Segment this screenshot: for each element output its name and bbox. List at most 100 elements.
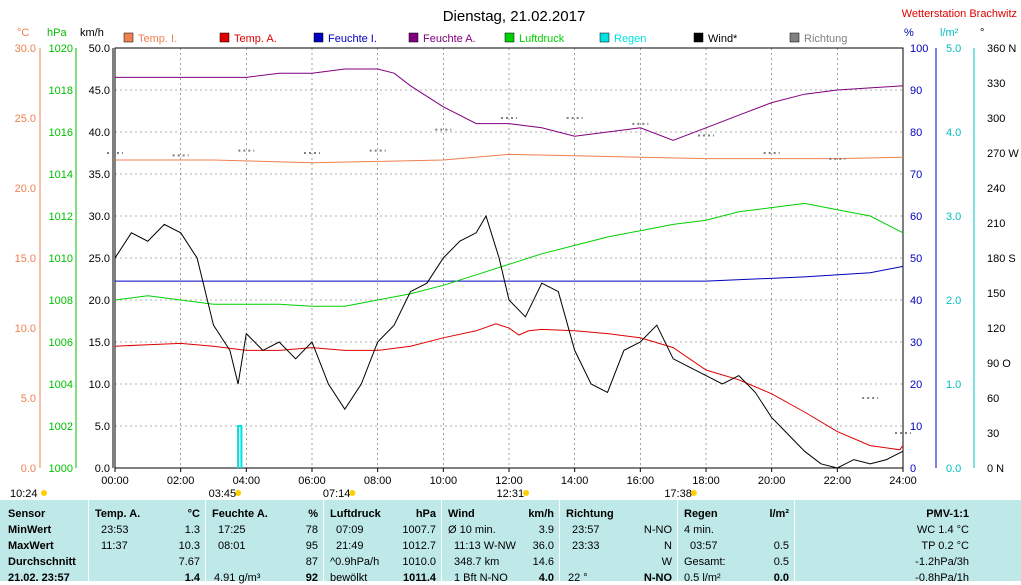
legend-swatch-6 [693,32,704,43]
row-label-avg: Durchschnitt [8,556,76,568]
humidity-tick-label: 0 [910,463,916,475]
temp-max-value: 10.3 [178,540,200,552]
humidity-axis-unit: % [904,27,914,39]
pressure-avg-value: 1010.0 [402,556,436,568]
x-tick-label: 12:00 [495,475,523,487]
wind-tick-label: 5.0 [95,421,110,433]
wind-mean-value: 14.6 [532,556,554,568]
rain-tick-label: 5.0 [946,43,961,55]
direction-tick-label: 60 [987,393,999,405]
direction-avg-value: W [661,556,672,568]
pressure-tick-label: 1012 [49,211,73,223]
humidity-tick-label: 80 [910,127,922,139]
series-line-4 [114,202,904,307]
table-separator [794,500,795,581]
series-line-5 [237,425,243,468]
pmv-column: PMV-1:1 WC 1.4 °C TP 0.2 °C -1.2hPa/3h -… [804,500,969,584]
wind-avg-label: Ø 10 min. [448,524,496,536]
humidity-tick-label: 50 [910,253,922,265]
legend-label-6: Wind* [708,33,738,45]
direction-tick-label: 360 N [987,43,1016,55]
direction-tick-label: 150 [987,288,1005,300]
x-tick-label: 10:00 [430,475,458,487]
series-line-0 [115,153,904,164]
pressure-axis-unit: hPa [47,27,67,39]
x-tick-label: 08:00 [364,475,392,487]
x-tick-label: 18:00 [692,475,720,487]
rain-tick-label: 3.0 [946,211,961,223]
pressure-tick-label: 1002 [49,421,73,433]
humidity-tick-label: 90 [910,85,922,97]
pressure-tick-label: 1010 [49,253,73,265]
rain-axis-unit: l/m² [940,27,959,39]
pressure-header: Luftdruck [330,508,381,520]
wind-max-value: 36.0 [532,540,554,552]
table-separator [677,500,678,581]
legend-label-5: Regen [614,33,646,45]
wind-max-time: 11:13 W-NW [454,540,516,552]
direction-current-value: N-NO [643,572,672,584]
direction-header: Richtung [566,508,614,520]
table-separator [88,500,89,581]
temp-min-value: 1.3 [184,524,200,536]
humidity-current-value: 92 [305,572,318,584]
temp-tick-label: 15.0 [15,253,36,265]
wind-unit: km/h [528,508,554,520]
legend-label-2: Feuchte I. [328,33,377,45]
chart-title: Dienstag, 21.02.2017 [443,8,586,25]
pmv-windchill: WC 1.4 °C [916,524,969,536]
series-layer [107,68,911,469]
sensor-column: Sensor MinWert MaxWert Durchschnitt 21.0… [8,500,86,584]
humidity-tick-label: 20 [910,379,922,391]
pressure-min-time: 07:09 [336,524,364,536]
rain-tick-label: 4.0 [946,127,961,139]
wind-current-value: 4.0 [538,572,554,584]
rain-max-value: 0.5 [773,540,789,552]
direction-column: Richtung 23:57 N-NO 23:33 N W 22 ° N-NO [566,500,672,584]
time-mark-label: 17:38 [664,488,692,500]
series-line-3 [115,68,904,141]
time-mark-dot [235,490,242,496]
rain-column: Regen l/m² 4 min. 03:57 0.5 Gesamt: 0.5 … [684,500,789,584]
rain-unit: l/m² [769,508,789,520]
wind-avg-value: 3.9 [538,524,554,536]
weather-chart: Dienstag, 21.02.2017 Wetterstation Brach… [10,8,1019,500]
legend-swatch-4 [504,32,515,43]
row-label-current: 21.02. 23:57 [8,572,70,584]
direction-tick-label: 210 [987,218,1005,230]
direction-tick-label: 270 W [987,148,1019,160]
wind-tick-label: 45.0 [89,85,110,97]
rain-header: Regen [684,508,718,520]
temp-tick-label: 25.0 [15,113,36,125]
pressure-current-value: 1011.4 [402,572,436,584]
x-tick-label: 20:00 [758,475,786,487]
wind-header: Wind [448,508,475,520]
pmv-header: PMV-1:1 [926,508,969,520]
temp-unit: °C [187,508,200,520]
humidity-tick-label: 70 [910,169,922,181]
x-axis: 00:00 02:00 04:00 06:00 08:00 10:00 12:00 14:00… [101,468,917,487]
temp-tick-label: 0.0 [21,463,36,475]
pmv-trend-3h: -1.2hPa/3h [915,556,969,568]
temp-tick-label: 5.0 [21,393,36,405]
table-separator [559,500,560,581]
time-mark-dot [41,490,47,496]
series-line-2 [115,265,904,282]
wind-axis-unit: km/h [80,27,104,39]
wind-tick-label: 35.0 [89,169,110,181]
direction-tick-label: 0 N [987,463,1004,475]
temp-tick-label: 10.0 [15,323,36,335]
direction-max-value: N [664,540,672,552]
wind-tick-label: 50.0 [89,43,110,55]
humidity-max-value: 95 [305,540,318,552]
pressure-column: Luftdruck hPa 07:09 1007.7 21:49 1012.7 … [330,500,436,584]
table-separator [323,500,324,581]
x-tick-label: 24:00 [889,475,917,487]
direction-tick-label: 240 [987,183,1005,195]
rain-tick-label: 1.0 [946,379,961,391]
legend-swatch-1 [219,32,230,43]
direction-min-time: 23:57 [572,524,600,536]
wind-tick-label: 10.0 [89,379,110,391]
direction-tick-label: 180 S [987,253,1016,265]
temp-avg-value: 7.67 [178,556,200,568]
